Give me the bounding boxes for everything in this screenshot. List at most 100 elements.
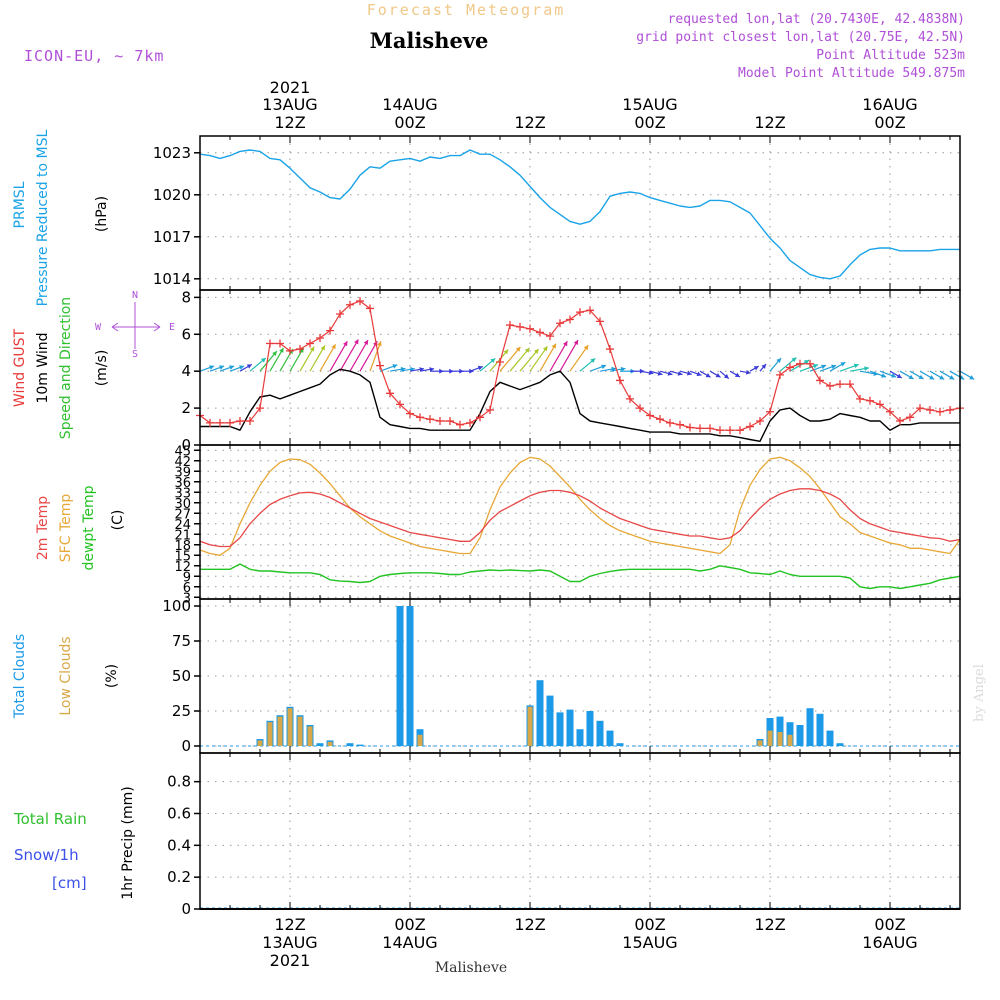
wind-direction-arrow [309, 345, 326, 372]
wind-gust-point [576, 308, 584, 317]
wind-direction-arrowhead [677, 371, 683, 376]
top-day-label: 13AUG [262, 95, 317, 114]
total-cloud-bar [806, 708, 814, 746]
top-hour-label: 00Z [634, 113, 665, 132]
wind-direction-arrowhead [745, 369, 751, 375]
wind-direction-arrow [549, 340, 568, 372]
wind-gust-point [346, 300, 354, 309]
label-wind-gust: Wind GUST [12, 328, 28, 407]
total-cloud-bar [396, 606, 404, 746]
clouds-ytick-label: 100 [162, 597, 191, 615]
prmsl-line [199, 149, 960, 280]
model-name: ICON-EU, ~ 7km [24, 47, 164, 65]
temperature-ytick-label: 27 [174, 507, 191, 522]
wind-direction-arrowhead [686, 370, 692, 376]
wind-direction-arrowhead [734, 372, 740, 377]
wind-direction-arrowhead [490, 358, 496, 364]
wind-direction-arrowhead [229, 365, 235, 370]
low-cloud-bar [757, 740, 763, 746]
wind-gust-point [676, 420, 684, 429]
wind-gust-point [426, 415, 434, 424]
wind-direction-arrow [529, 345, 548, 372]
grid-layer [200, 136, 960, 909]
wind-ytick-label: 0 [181, 436, 191, 454]
prmsl-ytick-label: 1014 [153, 270, 191, 288]
wind-10m-line [200, 368, 960, 442]
wind-direction-arrowhead [542, 346, 548, 352]
label-wind-unit: (m/s) [94, 350, 110, 387]
wind-gust-point [736, 426, 744, 435]
compass-w: W [95, 322, 102, 333]
total-cloud-bar [796, 725, 804, 746]
point-altitude: Point Altitude 523m [816, 48, 965, 63]
top-hour-label: 00Z [394, 113, 425, 132]
wind-gust-point [786, 363, 794, 372]
wind-direction-arrowhead [657, 371, 663, 376]
wind-direction-arrowhead [831, 364, 837, 370]
total-cloud-bar [786, 722, 794, 746]
wind-direction-arrow [559, 339, 579, 372]
wind-gust-point [456, 420, 464, 429]
axis-layer: 1014101710201023024683691215182124273033… [153, 78, 951, 970]
wind-gust-point [926, 405, 934, 414]
bottom-day-label: 14AUG [382, 933, 437, 952]
label-wind-direction: Speed and Direction [58, 297, 74, 439]
dewpoint-line [200, 563, 961, 590]
wind-direction-arrowhead [804, 360, 810, 365]
wind-direction-arrowhead [279, 347, 284, 353]
precip-ytick-label: 0 [181, 900, 191, 918]
wind-gust-point [796, 359, 804, 368]
temp-2m-line [199, 488, 961, 548]
wind-direction-arrowhead [896, 373, 902, 378]
wind-gust-point [756, 417, 764, 426]
wind-direction-arrowhead [791, 357, 797, 363]
total-cloud-bar [836, 743, 844, 746]
label-precip-axis: 1hr Precip (mm) [120, 786, 136, 899]
temperature-ytick-label: 36 [174, 476, 191, 491]
wind-gust-point [716, 426, 724, 435]
wind-direction-arrow [509, 347, 531, 372]
wind-ytick-label: 8 [181, 288, 191, 306]
wind-gust-point [536, 328, 544, 337]
wind-direction-arrowhead [705, 373, 711, 378]
wind-gust-point [516, 322, 524, 331]
wind-gust-point [646, 411, 654, 420]
temperature-ytick-label: 9 [183, 570, 191, 585]
total-cloud-bar [576, 729, 584, 746]
wind-gust-point [286, 346, 294, 355]
wind-gust-point [946, 405, 954, 414]
super-title: Forecast Meteogram [367, 1, 566, 19]
wind-gust-point [356, 297, 364, 306]
top-day-label: 14AUG [382, 95, 437, 114]
wind-direction-arrow [539, 343, 557, 372]
wind-direction-arrowhead [853, 363, 859, 369]
wind-direction-arrowhead [667, 371, 673, 376]
wind-gust-point [856, 394, 864, 403]
prmsl-ytick-label: 1017 [153, 228, 191, 246]
wind-ytick-label: 4 [181, 362, 191, 380]
precip-frame [199, 752, 961, 910]
wind-direction-arrowhead [753, 366, 759, 371]
wind-direction-arrowhead [813, 363, 819, 369]
wind-direction-arrowhead [309, 346, 315, 352]
temperature-ytick-label: 30 [174, 497, 191, 512]
wind-gust-point [466, 418, 474, 427]
precip-ytick-label: 0.2 [167, 868, 191, 886]
total-cloud-bar [776, 716, 784, 746]
bottom-hour-label: 00Z [634, 915, 665, 934]
wind-gust-point [596, 317, 604, 326]
wind-gust-point [626, 394, 634, 403]
bottom-hour-label: 00Z [874, 915, 905, 934]
wind-direction-arrowhead [331, 344, 336, 350]
wind-gust-point [406, 409, 414, 418]
wind-direction-arrow [339, 339, 359, 372]
wind-gust-point [276, 339, 284, 348]
wind-gust-point [396, 400, 404, 409]
bottom-day-label: 16AUG [862, 933, 917, 952]
wind-gust-point [866, 396, 874, 405]
label-cloud-unit: (%) [104, 664, 120, 688]
wind-direction-arrowhead [908, 374, 914, 380]
wind-direction-arrow [319, 343, 337, 372]
wind-direction-arrowhead [696, 371, 702, 377]
